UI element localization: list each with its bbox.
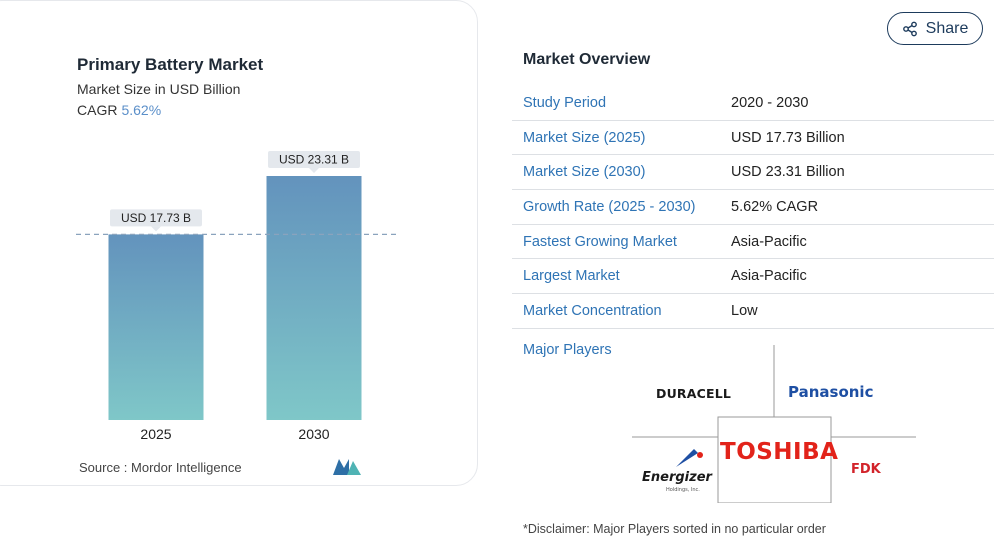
overview-table: Study Period 2020 - 2030 Market Size (202… <box>512 86 994 329</box>
x-tick-label: 2025 <box>140 426 171 442</box>
data-label: USD 17.73 B <box>121 211 191 225</box>
row-label[interactable]: Study Period <box>523 94 607 111</box>
row-value: Asia-Pacific <box>731 268 807 285</box>
overview-row: Growth Rate (2025 - 2030) 5.62% CAGR <box>512 190 994 225</box>
x-tick-label: 2030 <box>298 426 329 442</box>
data-label-pointer <box>309 168 319 173</box>
energizer-mark-icon <box>676 449 703 467</box>
energizer-sub-text: Holdings, Inc. <box>666 487 700 493</box>
cagr-value: 5.62% <box>121 102 162 118</box>
share-button[interactable]: Share <box>887 12 983 45</box>
row-label[interactable]: Growth Rate (2025 - 2030) <box>523 198 696 215</box>
duracell-logo: DURACELL <box>656 386 732 401</box>
row-value: 2020 - 2030 <box>731 94 809 111</box>
energizer-logo: Energizer <box>642 470 712 485</box>
data-label: USD 23.31 B <box>279 153 349 167</box>
row-value: USD 23.31 Billion <box>731 164 845 181</box>
fdk-logo: FDK <box>851 462 881 477</box>
row-value: USD 17.73 Billion <box>731 129 845 146</box>
mordor-logo-icon <box>333 459 361 475</box>
row-value: Low <box>731 302 758 319</box>
cagr-label: CAGR <box>77 102 118 118</box>
data-label-pointer <box>151 226 161 232</box>
bar-2030 <box>266 176 362 420</box>
disclaimer-text: *Disclaimer: Major Players sorted in no … <box>523 522 826 536</box>
row-value: Asia-Pacific <box>731 233 807 250</box>
overview-row: Fastest Growing Market Asia-Pacific <box>512 225 994 260</box>
row-label[interactable]: Market Concentration <box>523 302 662 319</box>
bar-2025 <box>108 234 204 420</box>
overview-title: Market Overview <box>523 51 651 68</box>
data-label-bg <box>268 151 360 168</box>
major-players-logos: DURACELL Panasonic TOSHIBA Energizer Hol… <box>632 345 916 503</box>
cagr-line: CAGR 5.62% <box>77 102 161 118</box>
toshiba-logo: TOSHIBA <box>720 439 839 465</box>
row-label[interactable]: Fastest Growing Market <box>523 233 677 250</box>
source-text: Source : Mordor Intelligence <box>79 460 242 475</box>
bar-chart: USD 17.73 B 2025 USD 23.31 B 2030 <box>76 151 398 442</box>
chart-subtitle: Market Size in USD Billion <box>77 81 241 97</box>
row-value: 5.62% CAGR <box>731 198 819 215</box>
overview-row: Largest Market Asia-Pacific <box>512 259 994 295</box>
share-label: Share <box>925 19 969 37</box>
row-label[interactable]: Market Size (2025) <box>523 129 646 146</box>
players-grid-lines <box>632 345 916 503</box>
overview-row: Market Size (2030) USD 23.31 Billion <box>512 155 994 191</box>
chart-title: Primary Battery Market <box>77 55 264 74</box>
row-label[interactable]: Market Size (2030) <box>523 164 646 181</box>
share-icon <box>902 21 917 36</box>
major-players-label[interactable]: Major Players <box>523 342 612 358</box>
overview-row: Study Period 2020 - 2030 <box>512 86 994 121</box>
row-label[interactable]: Largest Market <box>523 268 620 285</box>
market-size-card <box>0 0 478 486</box>
data-label-bg <box>110 209 202 227</box>
overview-row: Market Concentration Low <box>512 294 994 329</box>
panasonic-logo: Panasonic <box>788 383 874 401</box>
overview-row: Market Size (2025) USD 17.73 Billion <box>512 121 994 156</box>
